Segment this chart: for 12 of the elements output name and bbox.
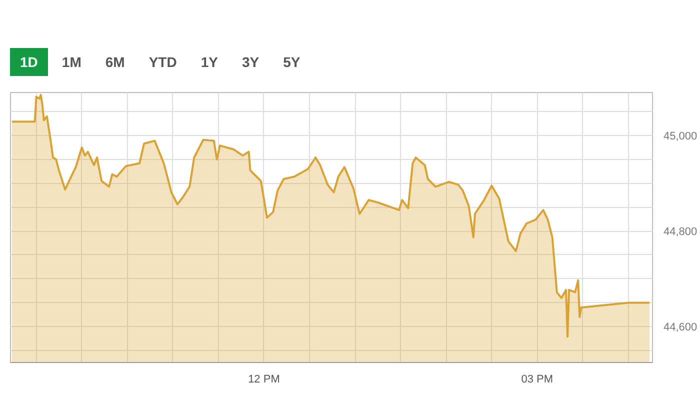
text: 5Y (282, 53, 302, 72)
y-tick-label: 45,000 (664, 130, 698, 143)
y-tick-label: 44,600 (664, 322, 698, 334)
text: 1D (10, 48, 48, 76)
x-tick-label: 03 PM (521, 374, 554, 386)
text: 1M (60, 53, 82, 72)
text: 1Y (200, 53, 219, 72)
x-tick-label: 12 PM (248, 374, 280, 386)
text: 3Y (240, 53, 260, 72)
text: YTD (148, 53, 178, 72)
y-tick-label: 44,800 (664, 226, 698, 238)
text: 6M (104, 53, 126, 72)
